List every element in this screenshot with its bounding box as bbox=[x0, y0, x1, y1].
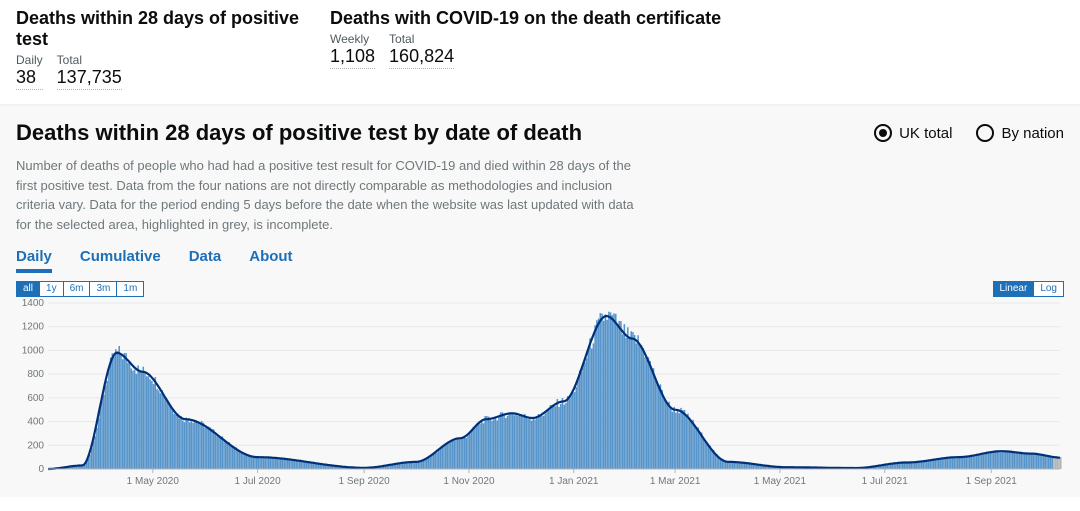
tab-cumulative[interactable]: Cumulative bbox=[80, 248, 161, 273]
chart-panel: Deaths within 28 days of positive test b… bbox=[0, 105, 1080, 497]
svg-text:1 May 2020: 1 May 2020 bbox=[127, 476, 180, 487]
radio-label: UK total bbox=[899, 125, 952, 142]
scale-linear[interactable]: Linear bbox=[993, 281, 1035, 297]
summary-cell: Total 137,735 bbox=[57, 53, 122, 90]
svg-text:800: 800 bbox=[27, 369, 44, 380]
range-1m[interactable]: 1m bbox=[117, 281, 144, 297]
svg-text:1 Mar 2021: 1 Mar 2021 bbox=[650, 476, 701, 487]
svg-text:1 May 2021: 1 May 2021 bbox=[754, 476, 807, 487]
range-1y[interactable]: 1y bbox=[40, 281, 64, 297]
summary-label: Total bbox=[389, 32, 454, 46]
summary-value[interactable]: 137,735 bbox=[57, 67, 122, 90]
summary-deaths-28d: Deaths within 28 days of positive test D… bbox=[16, 8, 316, 90]
svg-text:1400: 1400 bbox=[22, 299, 45, 309]
radio-dot-icon bbox=[874, 124, 892, 142]
panel-title: Deaths within 28 days of positive test b… bbox=[16, 120, 582, 146]
svg-text:1 Sep 2020: 1 Sep 2020 bbox=[339, 476, 391, 487]
tab-data[interactable]: Data bbox=[189, 248, 222, 273]
summary-label: Total bbox=[57, 53, 122, 67]
summary-deaths-certificate: Deaths with COVID-19 on the death certif… bbox=[330, 8, 760, 90]
summary-label: Daily bbox=[16, 53, 43, 67]
summary-cell: Daily 38 bbox=[16, 53, 43, 90]
scale-buttons: Linear Log bbox=[993, 281, 1065, 297]
summary-label: Weekly bbox=[330, 32, 375, 46]
summary-bar: Deaths within 28 days of positive test D… bbox=[0, 0, 1080, 105]
svg-text:1 Nov 2020: 1 Nov 2020 bbox=[443, 476, 495, 487]
range-6m[interactable]: 6m bbox=[64, 281, 91, 297]
summary-cell: Weekly 1,108 bbox=[330, 32, 375, 69]
range-all[interactable]: all bbox=[16, 281, 40, 297]
chart-area[interactable]: 0 200 400 600 800 1000 1200 1400 1 May 2020 1 Jul… bbox=[16, 299, 1064, 489]
radio-uk-total[interactable]: UK total bbox=[874, 124, 952, 142]
chart-tabs: Daily Cumulative Data About bbox=[16, 248, 1064, 273]
summary-cell: Total 160,824 bbox=[389, 32, 454, 69]
svg-text:0: 0 bbox=[38, 464, 44, 475]
svg-text:1000: 1000 bbox=[22, 345, 45, 356]
radio-label: By nation bbox=[1001, 125, 1064, 142]
view-radio-group: UK total By nation bbox=[874, 124, 1064, 142]
summary-value[interactable]: 38 bbox=[16, 67, 43, 90]
svg-text:1 Sep 2021: 1 Sep 2021 bbox=[966, 476, 1018, 487]
svg-text:600: 600 bbox=[27, 393, 44, 404]
deaths-chart: 0 200 400 600 800 1000 1200 1400 1 May 2020 1 Jul… bbox=[16, 299, 1064, 489]
svg-text:1 Jul 2021: 1 Jul 2021 bbox=[862, 476, 909, 487]
svg-text:400: 400 bbox=[27, 417, 44, 428]
scale-log[interactable]: Log bbox=[1034, 281, 1064, 297]
range-buttons: all 1y 6m 3m 1m bbox=[16, 281, 144, 297]
summary-title: Deaths with COVID-19 on the death certif… bbox=[330, 8, 760, 29]
summary-value[interactable]: 1,108 bbox=[330, 46, 375, 69]
summary-value[interactable]: 160,824 bbox=[389, 46, 454, 69]
panel-description: Number of deaths of people who had had a… bbox=[16, 156, 636, 234]
range-3m[interactable]: 3m bbox=[90, 281, 117, 297]
radio-by-nation[interactable]: By nation bbox=[976, 124, 1064, 142]
summary-title: Deaths within 28 days of positive test bbox=[16, 8, 316, 50]
svg-text:1 Jan 2021: 1 Jan 2021 bbox=[549, 476, 599, 487]
svg-text:1200: 1200 bbox=[22, 322, 45, 333]
tab-about[interactable]: About bbox=[249, 248, 292, 273]
tab-daily[interactable]: Daily bbox=[16, 248, 52, 273]
svg-text:1 Jul 2020: 1 Jul 2020 bbox=[235, 476, 282, 487]
svg-text:200: 200 bbox=[27, 440, 44, 451]
radio-dot-icon bbox=[976, 124, 994, 142]
